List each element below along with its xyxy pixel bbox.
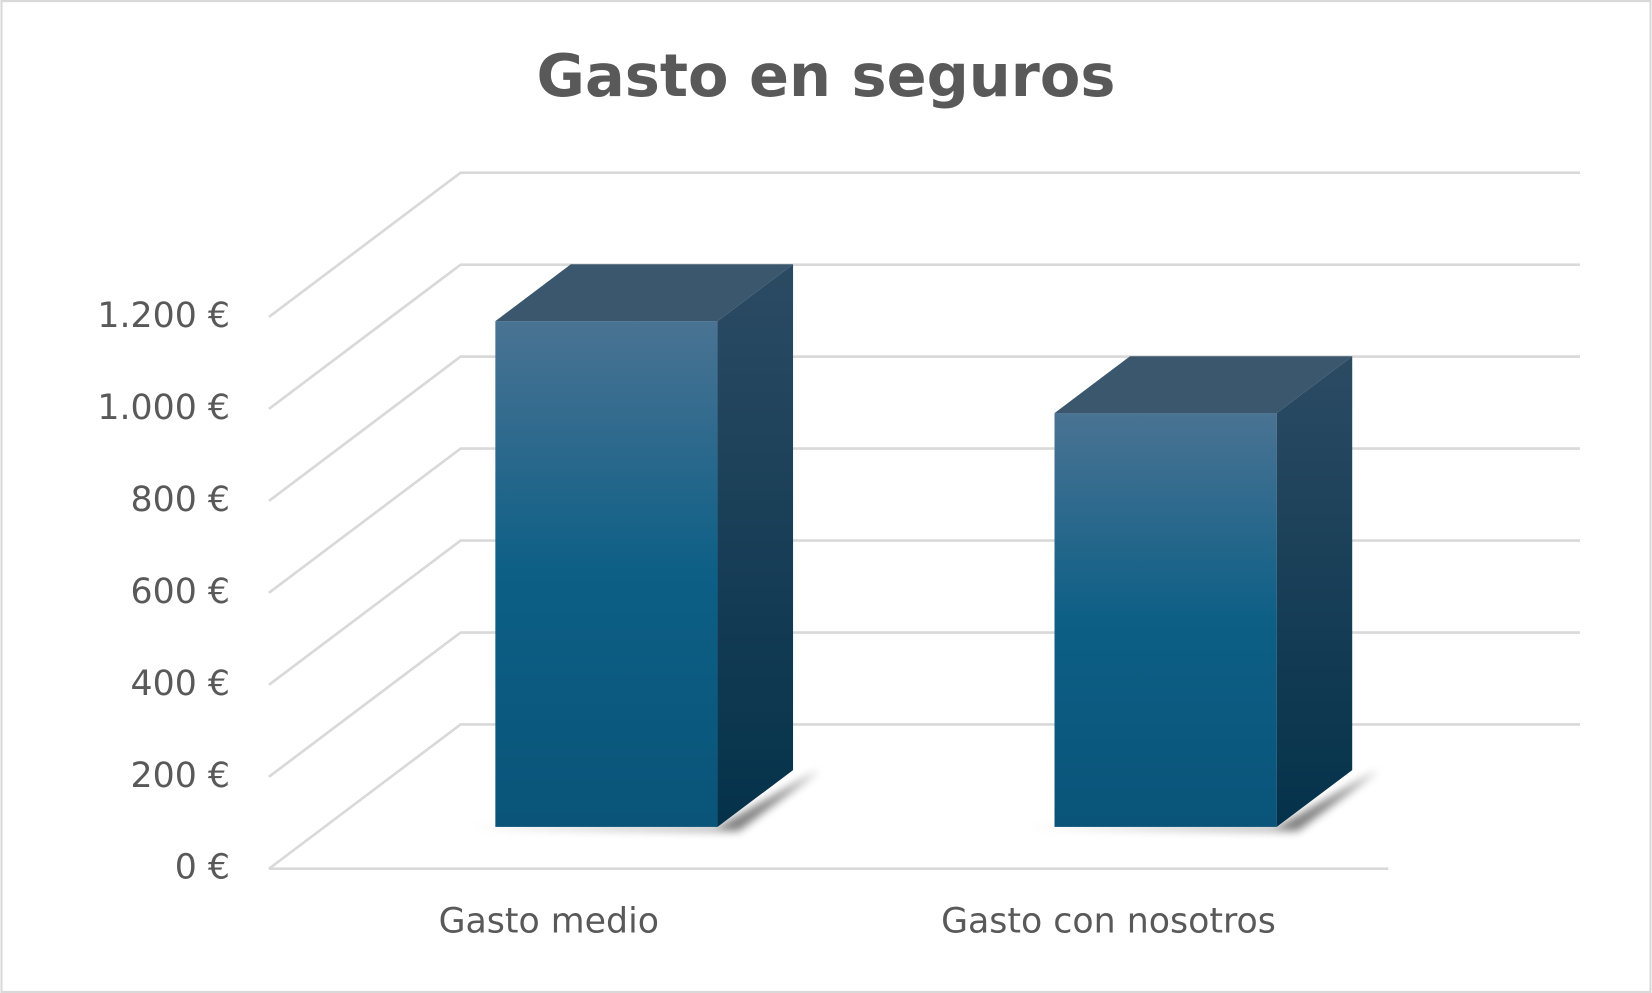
y-tick-label: 800 € — [131, 480, 230, 520]
grid-line — [268, 263, 1580, 410]
y-tick-label: 200 € — [131, 756, 230, 796]
y-tick-label: 1.000 € — [97, 388, 230, 428]
x-tick-label: Gasto medio — [439, 901, 659, 941]
x-tick-label: Gasto con nosotros — [941, 901, 1276, 941]
bar-side — [1276, 356, 1353, 827]
y-tick-label: 400 € — [131, 664, 230, 704]
chart-title: Gasto en seguros — [537, 41, 1116, 110]
bar-side — [717, 264, 794, 827]
bar-top — [1054, 356, 1353, 414]
y-tick-label: 600 € — [131, 572, 230, 612]
grid-line — [268, 171, 1580, 319]
bar-top — [495, 264, 794, 322]
y-tick-label: 0 € — [175, 848, 230, 888]
bar — [1054, 413, 1277, 827]
bar — [495, 321, 718, 827]
y-tick-label: 1.200 € — [97, 296, 230, 336]
